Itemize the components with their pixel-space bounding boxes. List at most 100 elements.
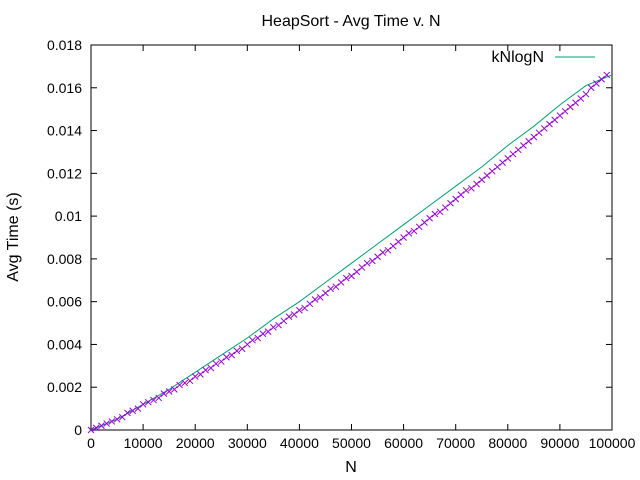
y-axis-label: Avg Time (s)	[5, 192, 22, 282]
x-tick-label: 30000	[228, 435, 267, 451]
x-tick-label: 70000	[436, 435, 475, 451]
data-point	[212, 360, 220, 368]
data-point	[405, 229, 413, 237]
y-tick-label: 0.012	[47, 165, 82, 181]
data-point	[395, 238, 402, 246]
data-point	[551, 116, 559, 124]
data-point	[494, 163, 501, 171]
data-point	[165, 388, 173, 395]
data-point	[332, 283, 340, 291]
tick-group: 0 10000 20000 30000 40000 50000 60000 70000 8000…	[47, 37, 636, 451]
data-point	[150, 396, 157, 404]
data-point	[525, 137, 532, 145]
legend-label-knlogn: kNlogN	[492, 49, 544, 66]
data-point	[441, 204, 449, 211]
data-point	[384, 246, 392, 254]
data-point	[301, 304, 308, 312]
chart-title: HeapSort - Avg Time v. N	[261, 13, 440, 30]
data-point	[144, 398, 152, 406]
data-point	[400, 234, 407, 241]
data-point	[415, 223, 423, 231]
data-point	[134, 405, 142, 412]
y-tick-label: 0.008	[47, 251, 82, 267]
data-point	[358, 264, 366, 271]
data-point	[264, 328, 272, 335]
data-point	[155, 394, 163, 402]
data-point	[186, 377, 194, 385]
data-point	[98, 422, 105, 430]
data-point	[176, 381, 183, 389]
data-point	[452, 195, 460, 203]
data-point	[348, 272, 355, 280]
data-point	[316, 294, 324, 301]
x-tick-label: 100000	[589, 435, 636, 451]
data-point	[540, 125, 548, 132]
data-point	[546, 120, 553, 128]
data-point	[598, 75, 605, 83]
y-tick-label: 0.002	[47, 379, 82, 395]
data-point	[285, 313, 293, 320]
data-point	[243, 341, 251, 348]
data-point	[311, 296, 319, 303]
data-point	[92, 424, 100, 432]
data-point	[572, 99, 579, 107]
data-point	[249, 336, 256, 344]
data-point	[337, 279, 345, 286]
data-point	[207, 364, 215, 372]
data-point	[504, 155, 512, 162]
data-point	[530, 133, 538, 141]
data-point	[217, 358, 225, 365]
y-tick-label: 0.014	[47, 123, 82, 139]
data-point	[421, 219, 428, 226]
y-tick-label: 0.01	[55, 208, 82, 224]
data-point	[191, 373, 199, 380]
data-point	[87, 426, 95, 434]
data-point	[129, 407, 137, 415]
data-point	[379, 249, 387, 256]
data-point	[368, 257, 376, 265]
data-point	[603, 71, 611, 79]
x-tick-label: 10000	[124, 435, 163, 451]
data-point	[509, 150, 517, 158]
data-point	[457, 191, 465, 199]
data-point	[202, 366, 209, 374]
data-point	[181, 379, 189, 387]
data-point	[431, 210, 439, 218]
data-point	[374, 253, 381, 261]
data-point	[535, 129, 543, 137]
y-tick-label: 0.004	[47, 336, 82, 352]
legend: kNlogN	[492, 49, 595, 66]
data-point	[306, 300, 314, 308]
data-point	[467, 184, 475, 192]
data-point	[275, 321, 282, 329]
data-point	[566, 103, 574, 111]
y-tick-label: 0.018	[47, 37, 82, 53]
x-axis-label: N	[345, 459, 357, 476]
series-line-knlogn	[90, 74, 613, 431]
data-point	[113, 415, 121, 423]
data-point	[593, 80, 600, 87]
data-point	[478, 176, 486, 184]
y-tick-label: 0	[74, 422, 82, 438]
x-tick-label: 20000	[176, 435, 215, 451]
data-point	[488, 167, 496, 175]
data-point	[363, 259, 371, 267]
data-point	[197, 371, 204, 378]
data-point	[483, 172, 491, 179]
data-point	[462, 187, 470, 194]
x-tick-label: 80000	[488, 435, 527, 451]
data-point	[322, 289, 329, 297]
data-point	[108, 418, 116, 425]
data-point	[280, 317, 288, 325]
data-point	[473, 180, 480, 188]
data-point	[124, 409, 131, 417]
data-point	[342, 274, 350, 282]
data-point	[577, 95, 585, 102]
data-point	[259, 330, 267, 338]
data-point	[254, 334, 262, 342]
plot-frame	[90, 44, 613, 431]
data-point	[410, 227, 418, 235]
x-tick-label: 40000	[280, 435, 319, 451]
series-group	[87, 71, 613, 434]
